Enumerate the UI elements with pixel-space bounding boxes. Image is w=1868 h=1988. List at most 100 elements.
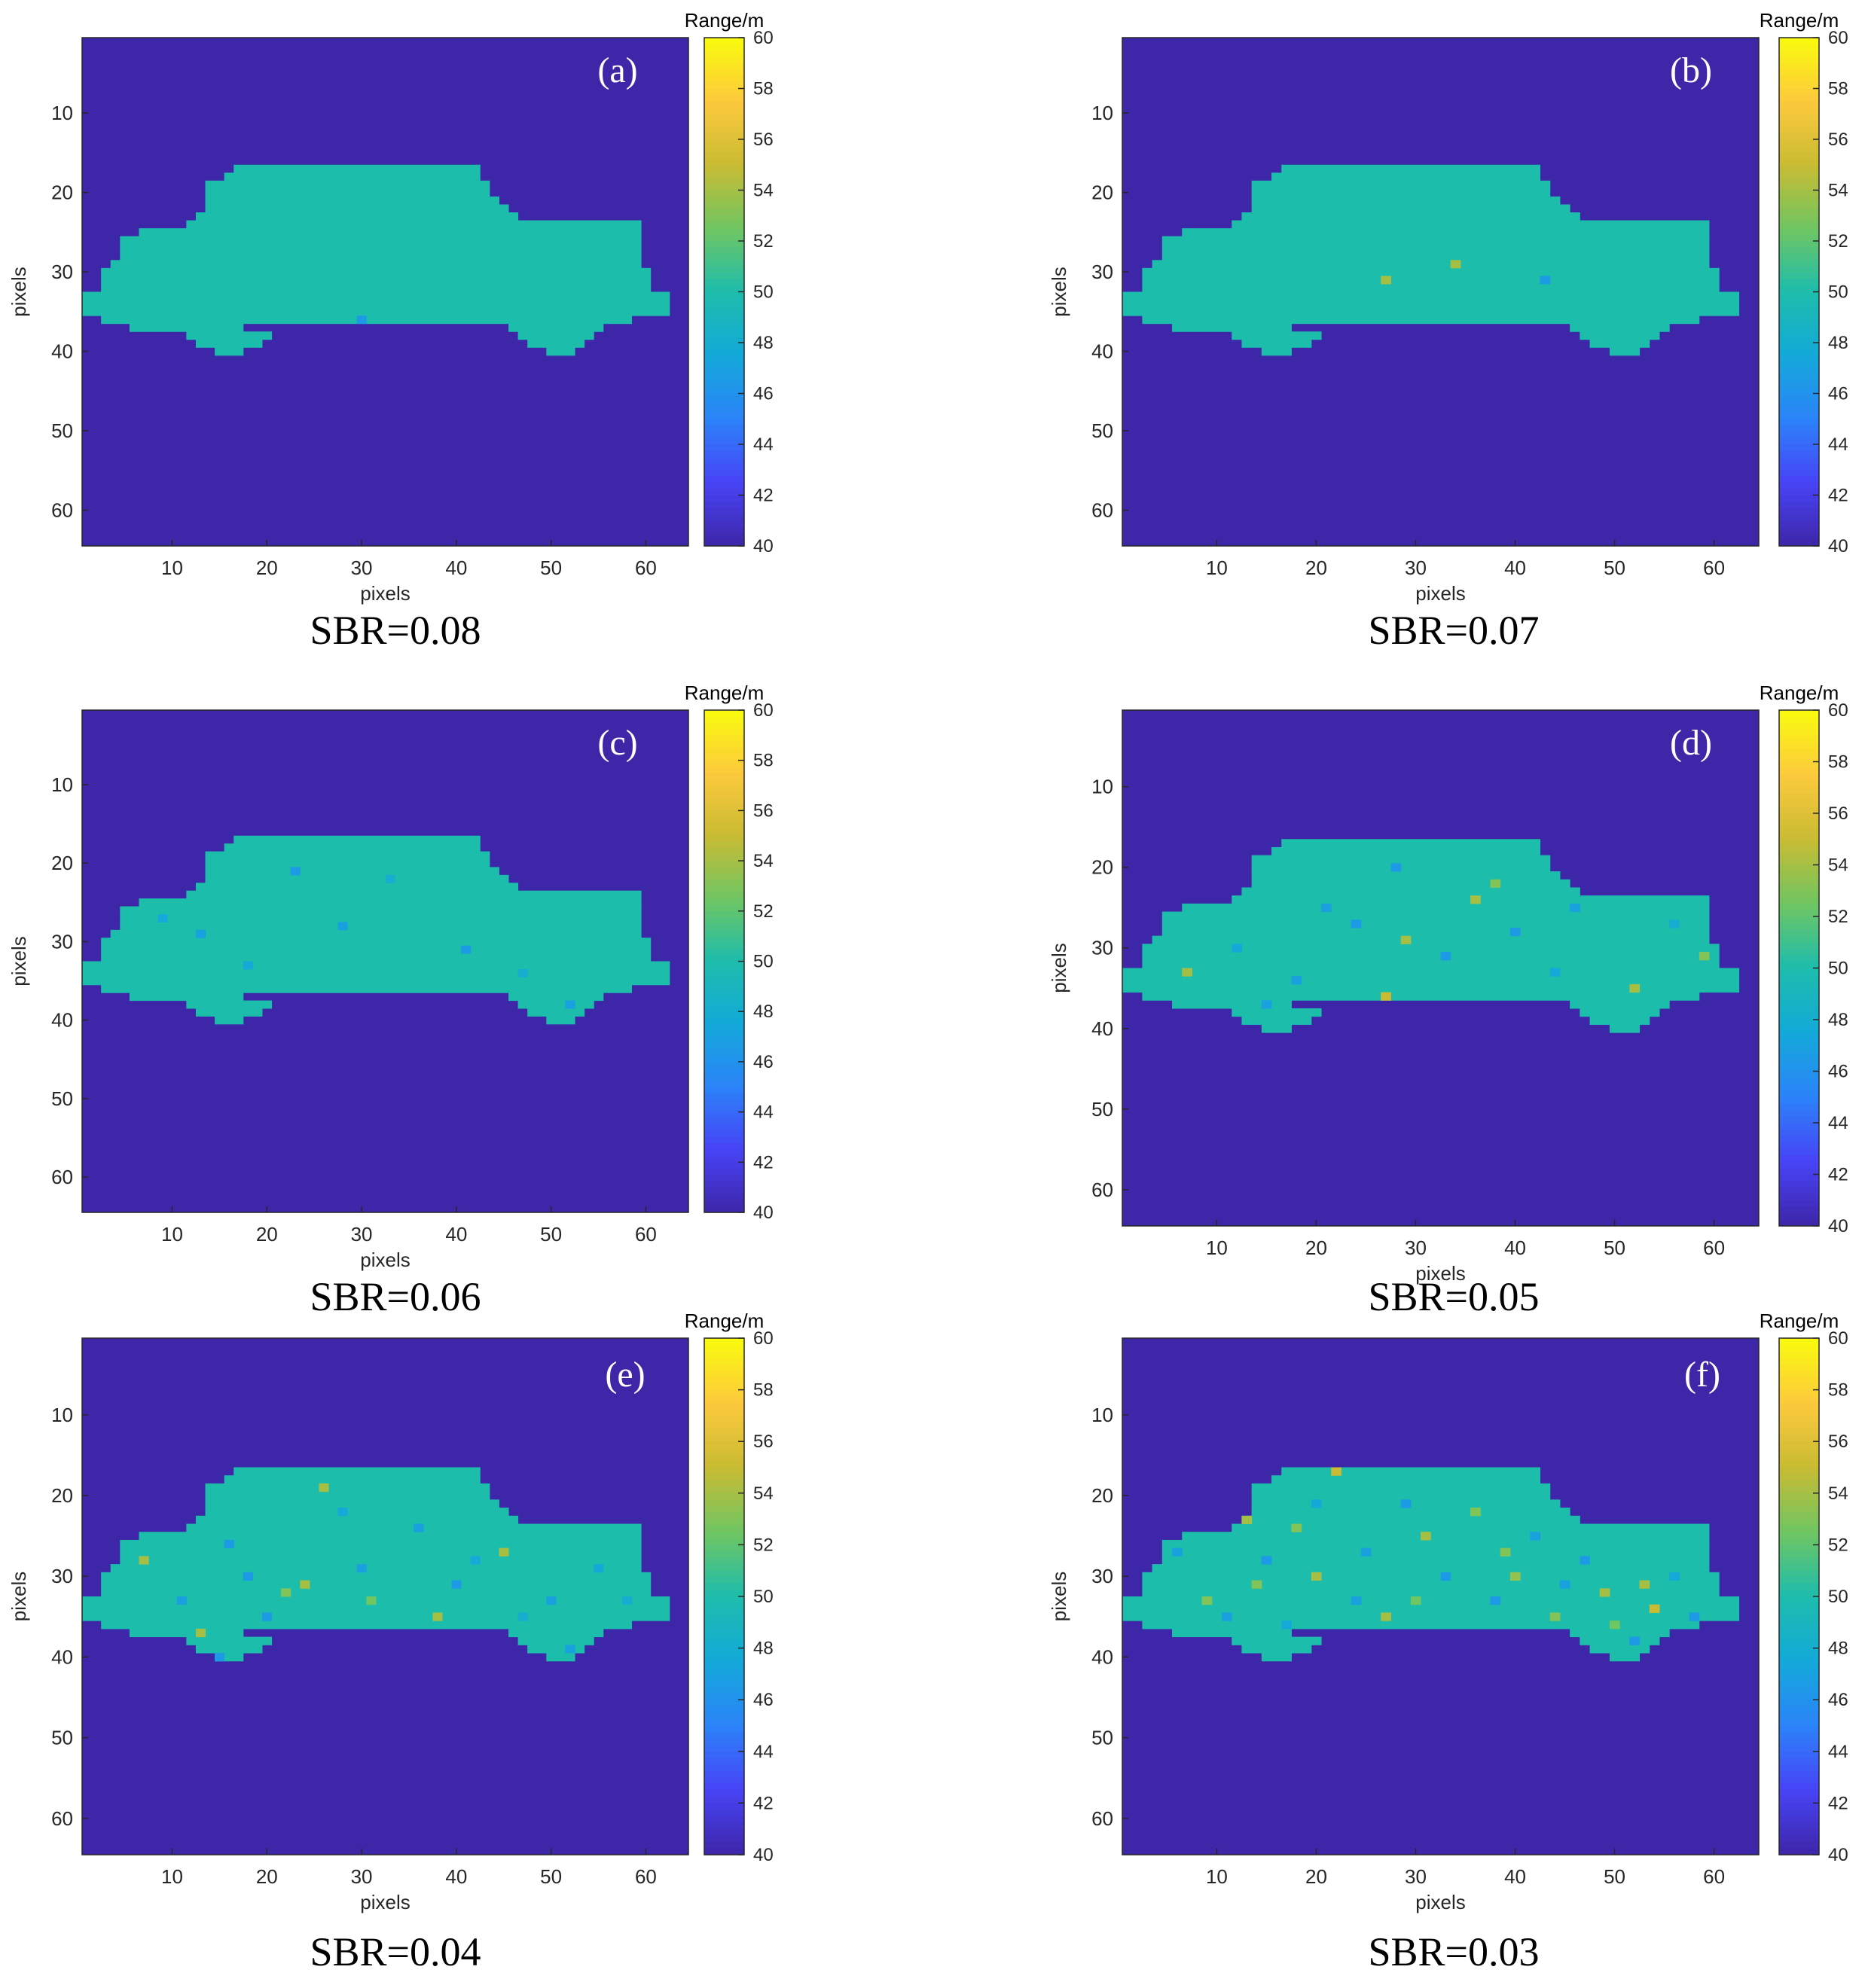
colorbar-segment	[704, 1654, 744, 1662]
colorbar-segment	[704, 1364, 744, 1371]
target-row	[233, 1467, 481, 1476]
colorbar-segment	[1779, 196, 1819, 203]
colorbar-segment	[1779, 1673, 1819, 1682]
colorbar-segment	[1779, 1344, 1819, 1352]
colorbar-tick-label: 44	[1828, 1113, 1848, 1133]
colorbar-segment	[704, 867, 744, 874]
outlier-pixel	[1410, 1596, 1421, 1605]
x-tick-label: 20	[256, 1865, 278, 1888]
axes-frame	[81, 1337, 689, 1855]
colorbar-segment	[704, 1435, 744, 1442]
colorbar-tick-label: 52	[1828, 907, 1848, 927]
colorbar-segment	[1779, 1038, 1819, 1046]
colorbar-segment	[704, 710, 744, 717]
colorbar-tick-label: 46	[1828, 1690, 1848, 1710]
colorbar-segment	[704, 1143, 744, 1151]
colorbar-segment	[1779, 1590, 1819, 1597]
colorbar-segment	[1779, 1441, 1819, 1449]
colorbar-segment	[704, 177, 744, 184]
colorbar-segment	[704, 779, 744, 786]
colorbar-segment	[704, 1706, 744, 1713]
colorbar-segment	[1779, 1764, 1819, 1772]
colorbar-segment	[1779, 1519, 1819, 1526]
colorbar-segment	[704, 1758, 744, 1765]
y-tick-label: 30	[1091, 1565, 1113, 1587]
x-axis-label: pixels	[360, 582, 410, 605]
outlier-pixel	[337, 922, 348, 931]
target-row	[1142, 276, 1720, 285]
colorbar-segment	[704, 1389, 744, 1397]
colorbar-tick-label: 44	[753, 1102, 774, 1123]
colorbar-segment	[704, 1428, 744, 1436]
target-row	[195, 1008, 263, 1017]
y-tick-label: 10	[1091, 102, 1113, 124]
target-row	[1122, 1596, 1740, 1605]
colorbar-segment	[704, 722, 744, 730]
target-row	[1232, 1008, 1322, 1017]
colorbar-segment	[704, 1402, 744, 1410]
outlier-pixel	[1500, 1547, 1511, 1557]
colorbar-segment	[1779, 1020, 1819, 1027]
colorbar-segment	[1779, 285, 1819, 293]
colorbar-segment	[1779, 826, 1819, 834]
colorbar-segment	[1779, 241, 1819, 248]
colorbar-segment	[704, 489, 744, 496]
outlier-pixel	[1400, 935, 1412, 944]
colorbar-segment	[1779, 1660, 1819, 1668]
colorbar-segment	[704, 425, 744, 432]
target-row	[546, 347, 575, 356]
colorbar-tick-label: 46	[1828, 384, 1848, 404]
colorbar-segment	[704, 1136, 744, 1144]
target-row	[1271, 172, 1541, 181]
y-tick-label: 60	[1091, 1807, 1113, 1830]
colorbar-segment	[1779, 1693, 1819, 1700]
colorbar-segment	[704, 450, 744, 458]
colorbar-segment	[1779, 761, 1819, 769]
colorbar-segment	[704, 823, 744, 831]
colorbar-segment	[704, 1155, 744, 1163]
colorbar-segment	[1779, 1474, 1819, 1481]
outlier-pixel	[1291, 1523, 1302, 1532]
colorbar-tick-label: 52	[753, 231, 774, 252]
colorbar-segment	[704, 1544, 744, 1552]
colorbar-title: Range/m	[685, 9, 765, 32]
target-row	[1142, 283, 1720, 292]
target-row	[1172, 323, 1292, 332]
outlier-pixel	[1251, 1580, 1262, 1589]
outlier-pixel	[1351, 919, 1362, 928]
colorbar-segment	[1779, 297, 1819, 305]
colorbar-segment	[1779, 50, 1819, 57]
y-tick-label: 20	[51, 1484, 73, 1507]
colorbar-segment	[1779, 955, 1819, 962]
colorbar-segment	[704, 1577, 744, 1584]
colorbar-segment	[704, 1187, 744, 1194]
colorbar-segment	[1779, 438, 1819, 445]
colorbar-segment	[1779, 456, 1819, 464]
outlier-pixel	[157, 913, 168, 922]
target-row	[205, 196, 499, 205]
x-tick-label: 10	[1206, 1865, 1228, 1888]
target-row	[1142, 944, 1720, 953]
colorbar-segment	[704, 1493, 744, 1500]
colorbar-segment	[704, 1609, 744, 1617]
target-row	[139, 898, 642, 907]
outlier-pixel	[1669, 1572, 1680, 1581]
y-tick-label: 50	[1091, 1727, 1113, 1749]
y-tick-label: 60	[1091, 1178, 1113, 1201]
colorbar-segment	[704, 948, 744, 956]
x-axis-label: pixels	[360, 1891, 410, 1913]
colorbar-segment	[704, 349, 744, 356]
colorbar-segment	[704, 1370, 744, 1378]
colorbar-segment	[704, 1828, 744, 1836]
colorbar-segment	[704, 380, 744, 388]
x-tick-label: 20	[256, 1223, 278, 1246]
colorbar-tick-label: 52	[1828, 231, 1848, 252]
outlier-pixel	[356, 1564, 367, 1573]
colorbar-segment	[704, 1030, 744, 1038]
colorbar-segment	[704, 1822, 744, 1830]
outlier-pixel	[1470, 895, 1481, 904]
colorbar-tick-label: 46	[1828, 1062, 1848, 1082]
outlier-pixel	[1470, 1508, 1481, 1517]
colorbar-segment	[704, 1835, 744, 1843]
colorbar-segment	[704, 917, 744, 925]
